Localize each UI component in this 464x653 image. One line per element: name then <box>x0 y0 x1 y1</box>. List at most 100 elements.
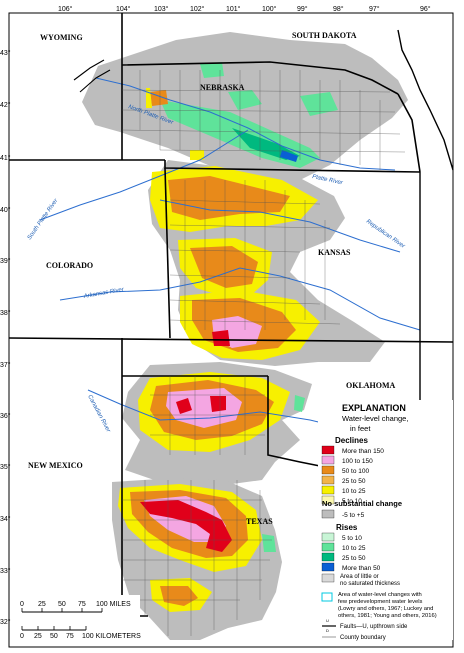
scale-mi-25: 25 <box>38 601 46 608</box>
longitude-labels: 106° 104° 103° 102° 101° 100° 99° 98° 97… <box>58 5 431 13</box>
legend-swatch-few-levels <box>321 592 333 602</box>
lat-label-40: 40° <box>0 206 11 214</box>
canadian-river-line <box>87 389 361 433</box>
legend-few-levels-3: (Lowry and others, 1967; Luckey and <box>338 606 433 612</box>
rise-area-platte-deep <box>280 150 298 162</box>
lat-label-37: 37° <box>0 361 11 369</box>
rise-swatches: 5 to 10 10 to 25 25 to 50 More than 50 <box>321 532 381 572</box>
scale-mi-0: 0 <box>20 601 24 608</box>
legend-decline-label-0: More than 150 <box>342 448 384 455</box>
lon-label-99: 99° <box>297 5 308 13</box>
legend: EXPLANATION Water-level change, in feet … <box>321 403 437 641</box>
legend-rises-heading: Rises <box>336 523 358 532</box>
scale-mi-100: 100 MILES <box>96 601 131 608</box>
scale-km-100: 100 KILOMETERS <box>82 633 141 640</box>
lat-label-36: 36° <box>0 412 11 420</box>
lat-label-41: 41° <box>0 154 11 162</box>
legend-rise-label-2: 25 to 50 <box>342 555 366 562</box>
legend-fault-d: D <box>326 628 329 633</box>
legend-decline-swatch-0 <box>321 445 335 455</box>
decline-area-orange-north <box>168 176 290 220</box>
scale-mi-75: 75 <box>78 601 86 608</box>
legend-no-change-label: -5 to +5 <box>342 512 365 519</box>
rise-area-south <box>262 395 305 552</box>
legend-rise-label-3: More than 50 <box>342 565 381 572</box>
legend-little-thickness-2: no saturated thickness <box>340 581 400 587</box>
legend-subtitle-2: in feet <box>350 424 371 433</box>
state-label-new-mexico: NEW MEXICO <box>28 461 83 470</box>
legend-county-label: County boundary <box>340 635 386 641</box>
legend-rise-swatch-2 <box>321 552 335 562</box>
legend-few-levels-1: Area of water-level changes with <box>338 592 422 598</box>
lat-label-42: 42° <box>0 101 11 109</box>
scale-mi-50: 50 <box>58 601 66 608</box>
rise-area-eastern-nebraska <box>200 62 338 116</box>
legend-fault-u: U <box>326 618 329 623</box>
legend-few-levels-2: few predevelopment water levels <box>338 599 423 605</box>
decline-area-red-swks <box>212 330 230 346</box>
legend-decline-swatch-5 <box>321 495 335 505</box>
legend-swatch-little-thickness <box>321 573 335 583</box>
legend-decline-swatch-2 <box>321 465 335 475</box>
state-label-wyoming: WYOMING <box>40 33 83 42</box>
lat-label-43: 43° <box>0 49 11 57</box>
decline-area-orange-central <box>190 246 258 288</box>
legend-decline-label-4: 10 to 25 <box>342 488 366 495</box>
decline-area-nebraska-spots <box>150 90 168 106</box>
scale-bar: 0 25 50 75 100 MILES 0 25 50 75 100 KILO… <box>20 601 141 640</box>
lon-label-106: 106° <box>58 5 73 13</box>
legend-rise-label-0: 5 to 10 <box>342 535 362 542</box>
legend-decline-label-5: 5 to 10 <box>342 498 362 505</box>
legend-fault-label: Faults—U, upthrown side <box>340 624 408 630</box>
nebraska-east-border <box>397 93 421 173</box>
lon-label-101: 101° <box>226 5 241 13</box>
lon-label-102: 102° <box>190 5 205 13</box>
county-boundaries <box>121 70 406 636</box>
colorado-kansas-border <box>164 167 171 339</box>
legend-subtitle-1: Water-level change, <box>342 414 408 423</box>
state-label-oklahoma: OKLAHOMA <box>346 381 396 390</box>
legend-few-levels-4: others, 1981; Young and others, 2016) <box>338 613 437 619</box>
legend-decline-swatch-4 <box>321 485 335 495</box>
lon-label-103: 103° <box>154 5 169 13</box>
state-label-kansas: KANSAS <box>318 248 351 257</box>
legend-little-thickness-1: Area of little or <box>340 574 379 580</box>
decline-area-red-panhandle <box>176 396 226 414</box>
state-label-south-dakota: SOUTH DAKOTA <box>292 31 357 40</box>
scale-km-25: 25 <box>34 633 42 640</box>
legend-decline-swatch-1 <box>321 455 335 465</box>
legend-rise-label-1: 10 to 25 <box>342 545 366 552</box>
scale-km-50: 50 <box>50 633 58 640</box>
lon-label-98: 98° <box>333 5 344 13</box>
legend-rise-swatch-0 <box>321 532 335 542</box>
legend-decline-label-1: 100 to 150 <box>342 458 373 465</box>
lat-label-34: 34° <box>0 515 11 523</box>
nebraska-south-dakota-border <box>121 61 399 95</box>
south-platte-river-line <box>39 129 249 221</box>
scale-km-75: 75 <box>66 633 74 640</box>
state-label-colorado: COLORADO <box>46 261 93 270</box>
latitude-labels: 43° 42° 41° 40° 39° 38° 37° 36° 35° 34° … <box>0 49 11 626</box>
north-platte-river-line <box>95 77 249 129</box>
legend-title: EXPLANATION <box>342 403 406 413</box>
legend-swatch-no-change <box>321 509 335 519</box>
legend-panel <box>318 400 453 640</box>
legend-rise-swatch-1 <box>321 542 335 552</box>
legend-decline-swatch-3 <box>321 475 335 485</box>
decline-area-nebraska-spots-yellow <box>146 88 204 160</box>
scale-km-0: 0 <box>20 633 24 640</box>
state-label-texas: TEXAS <box>246 517 273 526</box>
lon-label-104: 104° <box>116 5 131 13</box>
scale-panel <box>14 595 140 643</box>
lat-label-32: 32° <box>0 618 11 626</box>
state-label-nebraska: NEBRASKA <box>200 83 245 92</box>
lon-label-97: 97° <box>369 5 380 13</box>
legend-rise-swatch-3 <box>321 562 335 572</box>
lat-label-38: 38° <box>0 309 11 317</box>
legend-decline-label-2: 50 to 100 <box>342 468 369 475</box>
lon-label-96: 96° <box>420 5 431 13</box>
decline-area-red-south <box>140 500 232 552</box>
fault-lines <box>73 59 111 93</box>
east-boundary-line <box>397 29 454 171</box>
